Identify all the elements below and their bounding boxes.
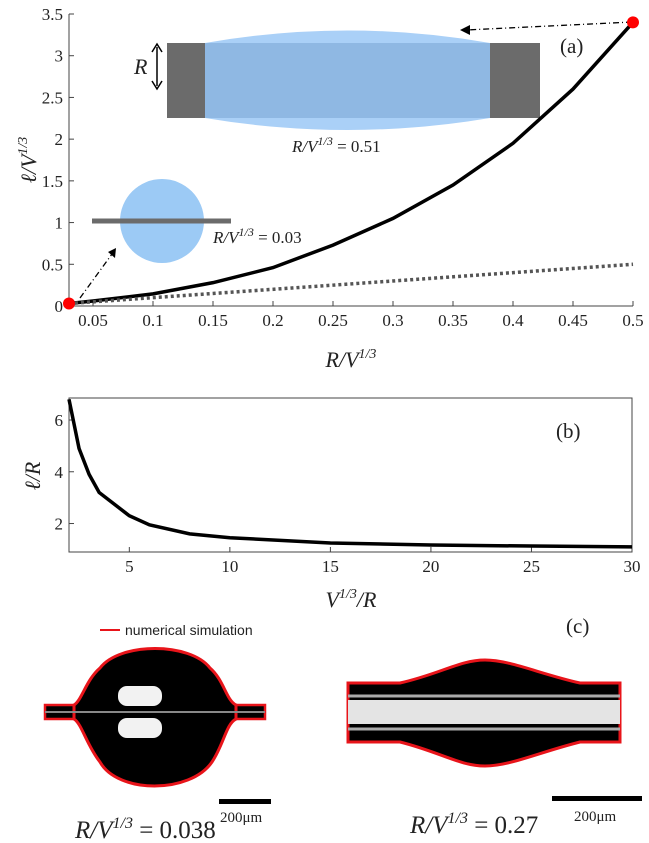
inset-small bbox=[92, 179, 231, 263]
marker bbox=[627, 16, 639, 29]
radius-label: R bbox=[133, 54, 148, 79]
label-sup: 1/3 bbox=[359, 347, 377, 362]
x-tick-label: 0.35 bbox=[438, 311, 468, 330]
caption: R/V1/3 = 0.27 bbox=[409, 810, 538, 839]
caption-rest: = 0.038 bbox=[133, 817, 216, 843]
y-tick-label: 2.5 bbox=[42, 88, 63, 107]
caption-base: R/V bbox=[409, 812, 450, 839]
label-base: ℓ/V bbox=[16, 152, 41, 183]
caption-rest: = 0.03 bbox=[254, 228, 302, 247]
caption-sup: 1/3 bbox=[448, 810, 468, 827]
data-line bbox=[68, 21, 635, 306]
caption: R/V1/3 = 0.038 bbox=[74, 815, 216, 843]
legend-label: numerical simulation bbox=[125, 622, 253, 638]
label-sup: 1/3 bbox=[16, 137, 31, 155]
y-tick-label: 3 bbox=[55, 47, 64, 66]
panel-label: (a) bbox=[560, 34, 583, 58]
arrow-head bbox=[108, 248, 116, 258]
caption-sup: 1/3 bbox=[239, 225, 254, 239]
x-tick-label: 10 bbox=[221, 557, 238, 576]
caption-rest: = 0.51 bbox=[333, 137, 381, 156]
inset-caption: R/V1/3 = 0.03 bbox=[212, 225, 302, 247]
caption-sup: 1/3 bbox=[318, 134, 333, 148]
arrow-head bbox=[460, 25, 470, 35]
y-tick-label: 2 bbox=[55, 130, 64, 149]
x-tick-label: 0.05 bbox=[78, 311, 108, 330]
caption-sup: 1/3 bbox=[113, 815, 133, 832]
x-tick-label: 0.1 bbox=[142, 311, 163, 330]
x-tick-label: 15 bbox=[322, 557, 339, 576]
marker bbox=[63, 297, 75, 310]
x-tick-label: 0.4 bbox=[502, 311, 524, 330]
scale-label: 200μm bbox=[220, 810, 263, 826]
droplet-right bbox=[346, 658, 642, 801]
x-tick-label: 5 bbox=[125, 557, 134, 576]
label-base: V bbox=[326, 587, 342, 612]
label-base: R/V bbox=[325, 347, 362, 372]
y-tick-label: 6 bbox=[55, 411, 64, 430]
x-axis-label: R/V1/3 bbox=[325, 347, 377, 372]
x-tick-label: 0.15 bbox=[198, 311, 228, 330]
caption-base: R/V bbox=[291, 137, 320, 156]
caption-rest: = 0.27 bbox=[468, 812, 538, 839]
caption-base: R/V bbox=[74, 817, 115, 843]
label-rest: /R bbox=[355, 587, 377, 612]
y-axis-label: ℓ/R bbox=[20, 461, 45, 490]
y-tick-label: 1.5 bbox=[42, 172, 63, 191]
y-tick-label: 3.5 bbox=[42, 5, 63, 24]
droplet-left bbox=[43, 647, 271, 804]
x-tick-label: 20 bbox=[422, 557, 439, 576]
y-axis-label: ℓ/V1/3 bbox=[16, 137, 41, 184]
y-tick-label: 0 bbox=[55, 297, 64, 316]
y-tick-label: 2 bbox=[55, 515, 64, 534]
x-tick-label: 0.5 bbox=[622, 311, 643, 330]
x-tick-label: 30 bbox=[624, 557, 641, 576]
inset-caption: R/V1/3 = 0.51 bbox=[291, 134, 381, 156]
label-sup: 1/3 bbox=[339, 587, 357, 602]
y-tick-label: 0.5 bbox=[42, 255, 63, 274]
x-tick-label: 0.3 bbox=[382, 311, 403, 330]
x-tick-label: 0.45 bbox=[558, 311, 588, 330]
data-line bbox=[67, 398, 633, 549]
arrows bbox=[79, 21, 633, 299]
caption-base: R/V bbox=[212, 228, 241, 247]
data-line bbox=[68, 262, 634, 306]
x-tick-label: 0.25 bbox=[318, 311, 348, 330]
scale-label: 200μm bbox=[574, 809, 617, 825]
x-tick-label: 0.2 bbox=[262, 311, 283, 330]
y-tick-label: 1 bbox=[55, 214, 64, 233]
y-tick-label: 4 bbox=[55, 463, 64, 482]
x-axis-label: V1/3/R bbox=[326, 587, 377, 612]
panel-label: (c) bbox=[566, 614, 589, 638]
panel-label: (b) bbox=[556, 419, 581, 443]
x-tick-label: 25 bbox=[523, 557, 540, 576]
plot-frame bbox=[68, 397, 633, 553]
inset-large bbox=[151, 30, 540, 130]
